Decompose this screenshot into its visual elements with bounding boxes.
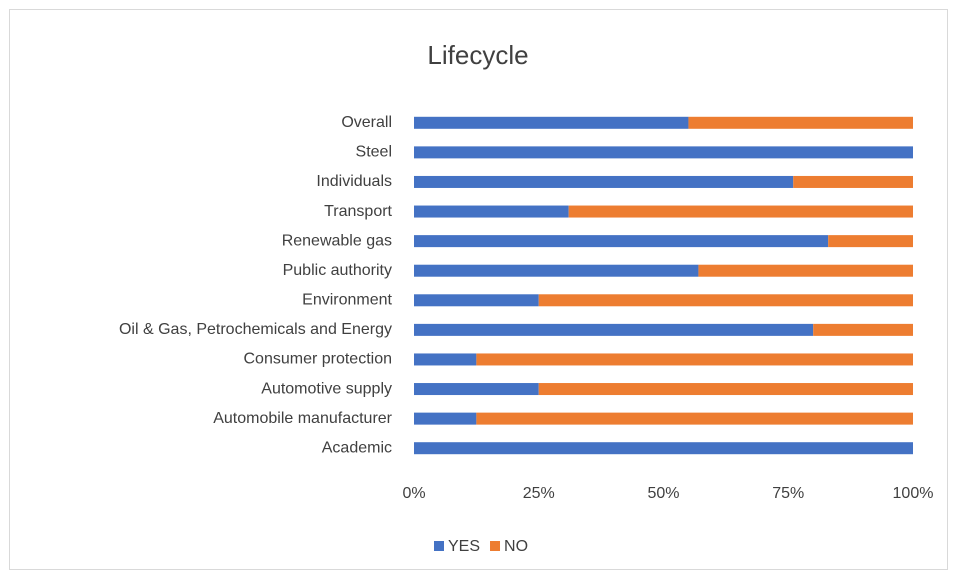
y-tick-label: Academic xyxy=(322,439,392,456)
y-tick-label: Individuals xyxy=(316,173,392,190)
legend-label: NO xyxy=(504,538,528,555)
bar-segment xyxy=(414,235,829,248)
legend-swatch xyxy=(434,541,444,551)
y-tick-label: Consumer protection xyxy=(243,351,392,368)
x-tick-label: 100% xyxy=(893,485,934,502)
bar-segment xyxy=(414,323,814,336)
bar-segment xyxy=(688,116,913,129)
bar-segment xyxy=(414,175,794,188)
bar-segment xyxy=(538,383,913,396)
y-tick-label: Oil & Gas, Petrochemicals and Energy xyxy=(119,321,392,338)
chart-border xyxy=(9,9,948,570)
y-tick-label: Public authority xyxy=(283,262,392,279)
bar-segment xyxy=(828,235,913,248)
x-tick-label: 25% xyxy=(523,485,555,502)
x-tick-label: 0% xyxy=(402,485,425,502)
bar-segment xyxy=(538,294,913,307)
bar-segment xyxy=(414,353,477,366)
bar-segment xyxy=(414,146,913,159)
y-tick-label: Environment xyxy=(302,292,392,309)
bar-segment xyxy=(414,264,699,277)
bar-segment xyxy=(414,442,913,455)
y-tick-label: Transport xyxy=(324,203,392,220)
x-tick-label: 75% xyxy=(772,485,804,502)
x-tick-label: 50% xyxy=(647,485,679,502)
legend-swatch xyxy=(490,541,501,551)
chart-title: Lifecycle xyxy=(427,40,528,70)
bar-segment xyxy=(414,412,477,425)
bar-segment xyxy=(568,205,913,218)
legend-label: YES xyxy=(448,538,480,555)
bar-segment xyxy=(813,323,913,336)
bar-segment xyxy=(698,264,913,277)
y-tick-label: Automobile manufacturer xyxy=(213,410,392,427)
y-tick-label: Renewable gas xyxy=(282,232,392,249)
y-tick-label: Overall xyxy=(341,114,392,131)
bar-segment xyxy=(414,205,569,218)
bar-segment xyxy=(793,175,913,188)
bar-segment xyxy=(414,383,539,396)
bar-segment xyxy=(414,294,539,307)
bar-segment xyxy=(476,412,913,425)
bar-segment xyxy=(414,116,689,129)
bar-segment xyxy=(476,353,913,366)
y-tick-label: Steel xyxy=(356,144,392,161)
y-tick-label: Automotive supply xyxy=(261,380,392,397)
